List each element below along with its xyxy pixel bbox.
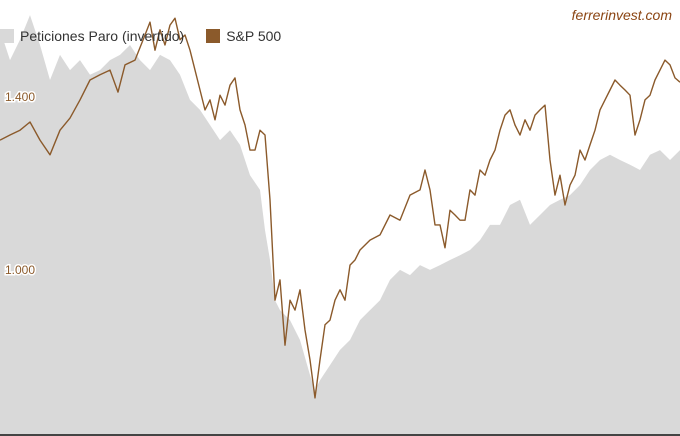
watermark: ferrerinvest.com — [571, 7, 672, 23]
legend-label-claims: Peticiones Paro (invertido) — [20, 28, 185, 44]
legend-swatch-claims — [0, 29, 14, 43]
claims-area — [0, 15, 680, 436]
legend-label-sp500: S&P 500 — [226, 28, 282, 44]
y-tick-label: 1.000 — [5, 263, 35, 277]
sp500-line — [0, 17, 680, 399]
y-tick-label: 1.400 — [5, 90, 35, 104]
legend-swatch-sp500 — [206, 29, 221, 43]
legend: Peticiones Paro (invertido) S&P 500 — [0, 28, 281, 44]
